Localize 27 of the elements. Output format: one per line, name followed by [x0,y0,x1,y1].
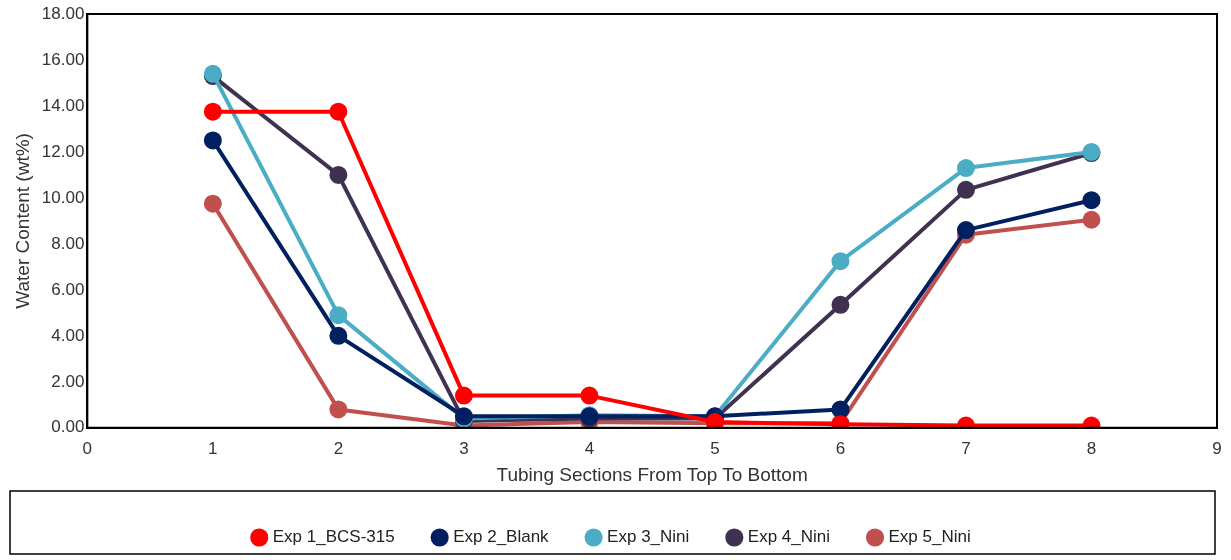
y-tick-label: 4.00 [51,325,85,345]
x-tick-label: 7 [961,438,971,458]
y-tick-label: 10.00 [41,187,85,207]
y-axis-title: Water Content (wt%) [11,133,33,309]
x-tick-label: 3 [459,438,469,458]
x-tick-label: 5 [710,438,720,458]
y-tick-label: 8.00 [51,233,85,253]
x-tick-label: 0 [82,438,93,458]
legend-label: Exp 1_BCS-315 [272,527,395,547]
y-tick-label: 16.00 [41,49,85,69]
x-tick-label: 1 [208,438,218,458]
x-axis-title: Tubing Sections From Top To Bottom [496,463,808,485]
x-tick-label: 6 [835,438,846,458]
x-tick-label: 9 [1212,438,1222,458]
legend-label: Exp 4_Nini [747,527,831,547]
x-tick-label: 4 [584,438,595,458]
legend-label: Exp 3_Nini [607,527,690,547]
legend-label: Exp 2_Blank [453,527,550,547]
y-tick-label: 6.00 [51,279,85,299]
y-tick-label: 12.00 [41,141,85,161]
x-tick-label: 2 [333,438,344,458]
y-tick-label: 14.00 [41,95,85,115]
y-tick-label: 0.00 [51,417,85,437]
y-tick-label: 18.00 [41,3,85,23]
legend-label: Exp 5_Nini [888,527,971,547]
y-tick-label: 2.00 [51,371,85,391]
x-tick-label: 8 [1086,438,1097,458]
